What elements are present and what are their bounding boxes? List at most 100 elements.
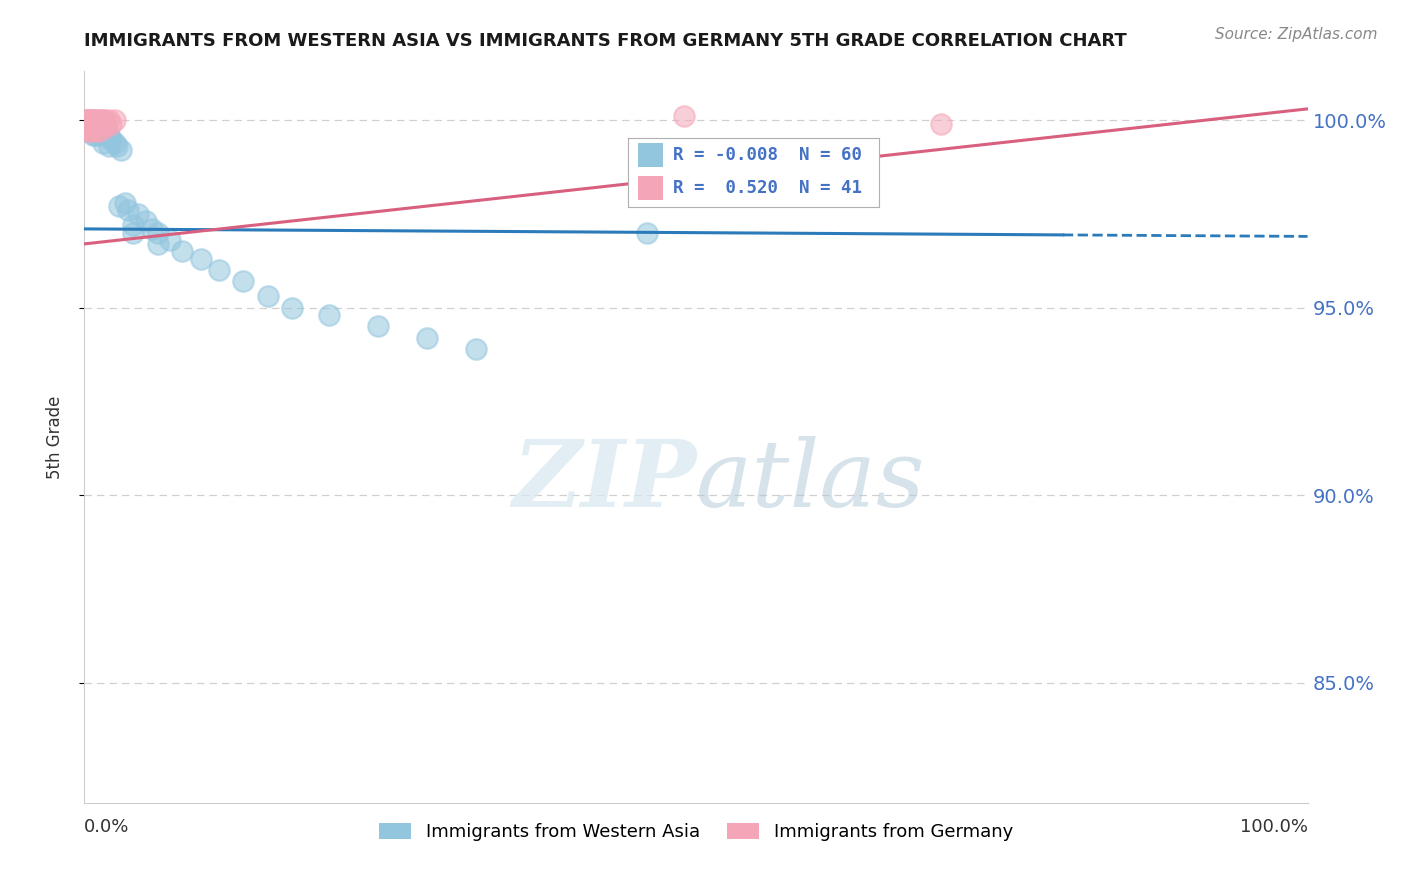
Point bbox=[122, 218, 145, 232]
Point bbox=[89, 124, 111, 138]
Point bbox=[77, 117, 100, 131]
Legend: Immigrants from Western Asia, Immigrants from Germany: Immigrants from Western Asia, Immigrants… bbox=[371, 816, 1021, 848]
Point bbox=[122, 226, 145, 240]
Point bbox=[127, 207, 149, 221]
Point bbox=[97, 139, 120, 153]
Point bbox=[80, 120, 103, 135]
Point bbox=[91, 136, 114, 150]
Point bbox=[135, 214, 157, 228]
Bar bbox=[638, 176, 664, 200]
Point bbox=[90, 117, 112, 131]
Point bbox=[83, 124, 105, 138]
Point bbox=[208, 263, 231, 277]
Point bbox=[90, 120, 112, 135]
Point bbox=[76, 120, 98, 135]
Point bbox=[97, 128, 120, 142]
Text: atlas: atlas bbox=[696, 436, 925, 526]
Point bbox=[82, 113, 104, 128]
Point bbox=[77, 113, 100, 128]
Point bbox=[96, 117, 118, 131]
Point bbox=[77, 113, 100, 128]
Point bbox=[83, 113, 105, 128]
Point bbox=[79, 124, 101, 138]
Point bbox=[87, 120, 110, 135]
Point bbox=[367, 319, 389, 334]
Text: R = -0.008  N = 60: R = -0.008 N = 60 bbox=[673, 145, 862, 164]
Point bbox=[77, 117, 100, 131]
Point bbox=[86, 117, 108, 131]
Point bbox=[75, 117, 97, 131]
Point bbox=[77, 124, 100, 138]
Point bbox=[929, 117, 952, 131]
Point bbox=[79, 120, 101, 135]
Point bbox=[636, 226, 658, 240]
Point bbox=[94, 113, 117, 128]
Point bbox=[141, 222, 163, 236]
Point bbox=[107, 199, 129, 213]
Point bbox=[110, 143, 132, 157]
Point bbox=[100, 132, 122, 146]
Point bbox=[416, 331, 439, 345]
Point bbox=[82, 128, 104, 142]
Point bbox=[79, 113, 101, 128]
Point bbox=[104, 136, 127, 150]
Point bbox=[84, 124, 107, 138]
Point bbox=[83, 117, 105, 131]
Point bbox=[79, 124, 101, 138]
Point bbox=[75, 117, 97, 131]
Point bbox=[84, 128, 107, 142]
Point bbox=[87, 124, 110, 138]
Text: 0.0%: 0.0% bbox=[84, 818, 129, 836]
Point bbox=[76, 120, 98, 135]
Point bbox=[84, 120, 107, 135]
Point bbox=[77, 117, 100, 131]
Point bbox=[82, 120, 104, 135]
Point bbox=[87, 117, 110, 131]
Point bbox=[172, 244, 194, 259]
Point bbox=[190, 252, 212, 266]
Point bbox=[79, 124, 101, 138]
Point bbox=[77, 120, 100, 135]
Point bbox=[91, 113, 114, 128]
Text: R =  0.520  N = 41: R = 0.520 N = 41 bbox=[673, 178, 862, 197]
Point bbox=[77, 117, 100, 131]
Point bbox=[93, 117, 115, 131]
Point bbox=[87, 128, 110, 142]
Point bbox=[117, 203, 139, 218]
Point bbox=[91, 124, 114, 138]
Point bbox=[75, 113, 97, 128]
Point bbox=[75, 120, 97, 135]
Point bbox=[281, 301, 304, 315]
Point bbox=[76, 113, 98, 128]
Point bbox=[83, 117, 105, 131]
Point bbox=[87, 113, 110, 128]
Point bbox=[82, 120, 104, 135]
Point bbox=[87, 124, 110, 138]
Point bbox=[257, 289, 280, 303]
Point bbox=[75, 117, 97, 131]
Point bbox=[89, 113, 111, 128]
Bar bbox=[638, 143, 664, 167]
Text: ZIP: ZIP bbox=[512, 436, 696, 526]
Point bbox=[77, 124, 100, 138]
Point bbox=[232, 274, 254, 288]
Point bbox=[93, 120, 115, 135]
Point bbox=[76, 124, 98, 138]
Point bbox=[79, 117, 101, 131]
Point bbox=[100, 117, 122, 131]
Point bbox=[80, 117, 103, 131]
Point bbox=[146, 236, 169, 251]
Point bbox=[96, 124, 118, 138]
Point bbox=[86, 113, 108, 128]
Point bbox=[146, 226, 169, 240]
Text: 100.0%: 100.0% bbox=[1240, 818, 1308, 836]
Point bbox=[82, 117, 104, 131]
Point bbox=[84, 117, 107, 131]
Point bbox=[80, 124, 103, 138]
Point bbox=[97, 113, 120, 128]
Point bbox=[86, 124, 108, 138]
Point bbox=[318, 308, 340, 322]
Point bbox=[76, 117, 98, 131]
Point bbox=[104, 113, 127, 128]
Point bbox=[114, 195, 136, 210]
